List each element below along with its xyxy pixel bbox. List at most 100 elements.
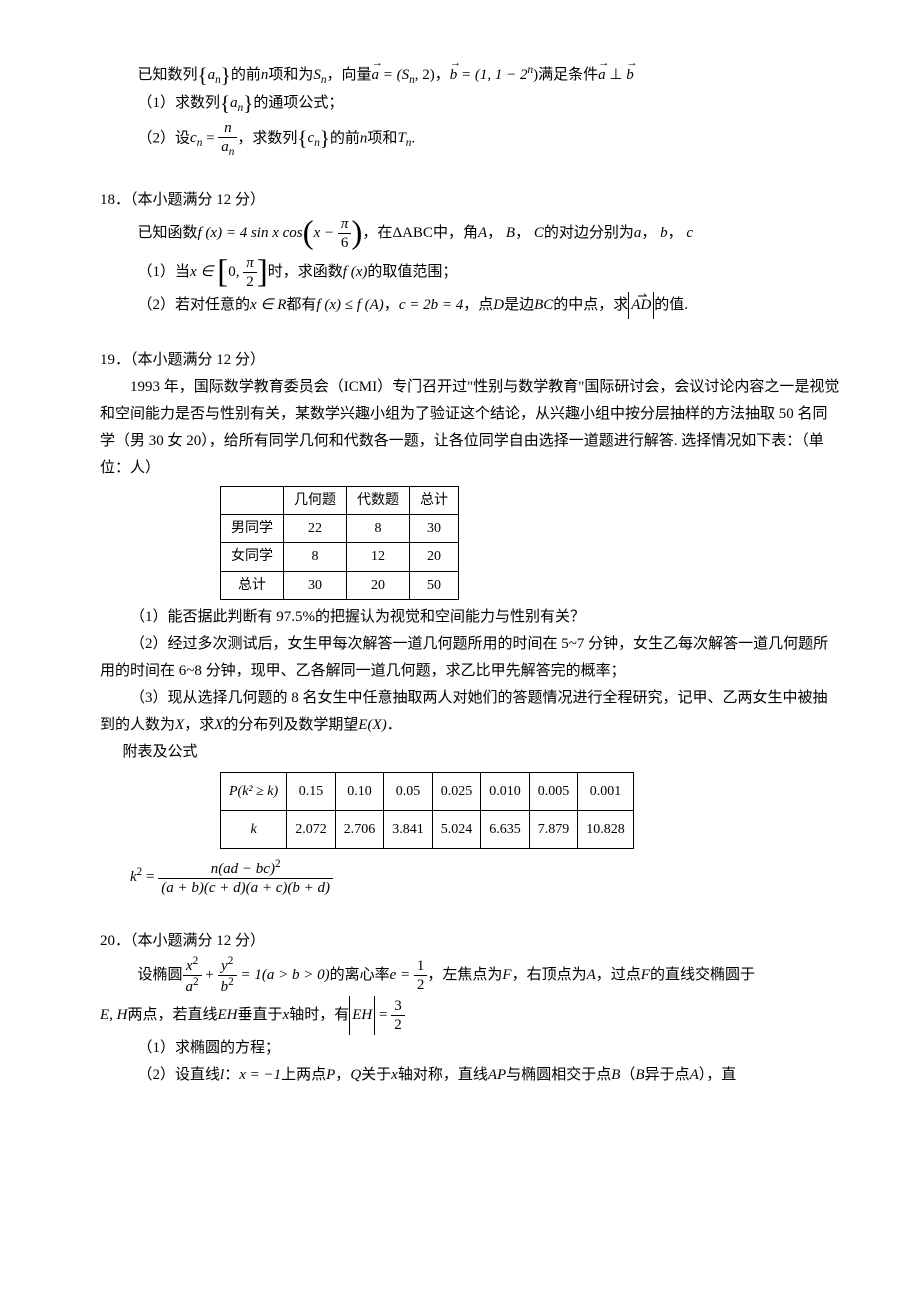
td: 0.05 bbox=[384, 772, 433, 810]
p19-para: 1993 年，国际数学教育委员会（ICMI）专门召开过"性别与数学教育"国际研讨… bbox=[100, 374, 840, 482]
td: 总计 bbox=[221, 571, 284, 599]
td: 5.024 bbox=[432, 811, 481, 849]
EX: E(X) bbox=[358, 717, 386, 733]
p19-q2: （2）经过多次测试后，女生甲每次解答一道几何题所用的时间在 5~7 分钟，女生乙… bbox=[100, 631, 840, 685]
pk: P(k² ≥ k) bbox=[229, 784, 278, 799]
text: ，求 bbox=[184, 717, 214, 733]
x: x bbox=[186, 958, 193, 974]
td: 2.706 bbox=[335, 811, 384, 849]
F: F bbox=[502, 967, 511, 983]
text: 中，角 bbox=[433, 225, 478, 241]
text: ），直 bbox=[699, 1067, 737, 1083]
text: 设椭圆 bbox=[100, 967, 183, 983]
eq: = 1(a > b > 0) bbox=[237, 967, 330, 983]
p20-q2: （2）设直线l：x = −1上两点P，Q关于x轴对称，直线AP与椭圆相交于点B（… bbox=[100, 1062, 840, 1089]
td: 12 bbox=[347, 543, 410, 571]
b: b bbox=[660, 225, 668, 241]
3: 3 bbox=[391, 997, 405, 1016]
F: F bbox=[641, 967, 650, 983]
fx: f (x) bbox=[343, 264, 368, 280]
text: 两点，若直线 bbox=[128, 1007, 218, 1023]
text: 的分布列及数学期望 bbox=[223, 717, 358, 733]
b: b bbox=[221, 979, 229, 995]
vec-a: a bbox=[372, 62, 380, 89]
td: 30 bbox=[410, 515, 459, 543]
text: ，向量 bbox=[326, 67, 371, 83]
p20-header: 20．（本小题满分 12 分） bbox=[100, 928, 840, 955]
eq: = bbox=[375, 1007, 391, 1023]
text: 的通项公式； bbox=[253, 95, 343, 111]
td: 0.025 bbox=[432, 772, 481, 810]
p19-table1: 几何题 代数题 总计 男同学 22 8 30 女同学 8 12 20 总计 30… bbox=[220, 486, 459, 600]
td: 0.10 bbox=[335, 772, 384, 810]
text: （2）设直线 bbox=[138, 1067, 221, 1083]
tri: ΔABC bbox=[392, 225, 433, 241]
td: 男同学 bbox=[221, 515, 284, 543]
2: 2 bbox=[193, 976, 199, 988]
2: 2 bbox=[228, 955, 234, 967]
2: 2 bbox=[193, 955, 199, 967]
six: 6 bbox=[338, 234, 352, 252]
table-row: 总计 30 20 50 bbox=[221, 571, 459, 599]
C: C bbox=[534, 225, 544, 241]
k: k bbox=[250, 822, 256, 837]
c: ， bbox=[515, 225, 530, 241]
e: e = bbox=[390, 967, 414, 983]
th-total: 总计 bbox=[410, 487, 459, 515]
B: B bbox=[635, 1067, 644, 1083]
p20-q1: （1）求椭圆的方程； bbox=[100, 1035, 840, 1062]
B: B bbox=[611, 1067, 620, 1083]
td: 22 bbox=[284, 515, 347, 543]
td-label: k bbox=[221, 811, 287, 849]
perp: ⊥ bbox=[606, 67, 627, 83]
zero: 0, bbox=[228, 264, 243, 280]
td: 6.635 bbox=[481, 811, 530, 849]
problem-18: 18．（本小题满分 12 分） 已知函数f (x) = 4 sin x cos(… bbox=[100, 187, 840, 319]
table-header-row: 几何题 代数题 总计 bbox=[221, 487, 459, 515]
td: 0.15 bbox=[287, 772, 336, 810]
text: ，过点 bbox=[596, 967, 641, 983]
xin: x ∈ bbox=[190, 264, 217, 280]
p19-q3: （3）现从选择几何题的 8 名女生中任意抽取两人对她们的答题情况进行全程研究，记… bbox=[100, 685, 840, 739]
two: 2 bbox=[243, 273, 257, 291]
P: P bbox=[326, 1067, 335, 1083]
text: ，点 bbox=[463, 297, 493, 313]
var-a: a bbox=[221, 139, 229, 155]
p19-formula: k2 = n(ad − bc)2(a + b)(c + d)(a + c)(b … bbox=[100, 855, 840, 900]
sq: 2 bbox=[275, 858, 281, 870]
text: 异于点 bbox=[645, 1067, 690, 1083]
c: c bbox=[686, 225, 693, 241]
td: 10.828 bbox=[578, 811, 634, 849]
var-S: S bbox=[313, 67, 321, 83]
B: B bbox=[506, 225, 515, 241]
td: 30 bbox=[284, 571, 347, 599]
2: 2 bbox=[228, 976, 234, 988]
c2b4: c = 2b = 4 bbox=[399, 297, 463, 313]
EH: E, H bbox=[100, 1007, 128, 1023]
td: 2.072 bbox=[287, 811, 336, 849]
eq: = (S bbox=[379, 67, 409, 83]
text: （2）设 bbox=[138, 130, 191, 146]
vec-b: b bbox=[626, 62, 634, 89]
a: a bbox=[186, 979, 194, 995]
th-blank bbox=[221, 487, 284, 515]
p18-header: 18．（本小题满分 12 分） bbox=[100, 187, 840, 214]
X: X bbox=[214, 717, 223, 733]
2: 2 bbox=[391, 1016, 405, 1034]
p20-intro: 设椭圆x2a2 + y2b2 = 1(a > b > 0)的离心率e = 12，… bbox=[100, 955, 840, 1035]
text: 轴时，有 bbox=[289, 1007, 349, 1023]
text: 的对边分别为 bbox=[544, 225, 634, 241]
td: 3.841 bbox=[384, 811, 433, 849]
c: ， bbox=[487, 225, 502, 241]
frac-num: n bbox=[218, 119, 237, 138]
var-T: T bbox=[397, 130, 405, 146]
xminus: x − bbox=[314, 225, 338, 241]
td: 20 bbox=[347, 571, 410, 599]
text: ，左焦点为 bbox=[427, 967, 502, 983]
text: 的直线交椭圆于 bbox=[650, 967, 755, 983]
xm1: x = −1 bbox=[239, 1067, 281, 1083]
text: 已知函数 bbox=[138, 225, 198, 241]
p17-intro: 已知数列{an}的前n项和为Sn，向量a = (Sn, 2)，b = (1, 1… bbox=[100, 60, 840, 90]
table-row: P(k² ≥ k) 0.15 0.10 0.05 0.025 0.010 0.0… bbox=[221, 772, 634, 810]
period: . bbox=[411, 130, 415, 146]
